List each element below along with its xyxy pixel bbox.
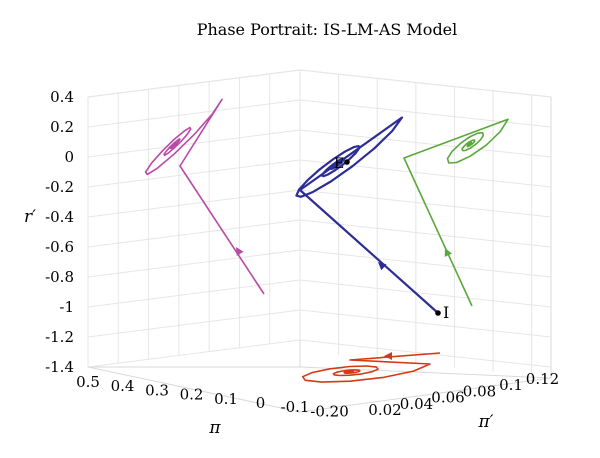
trajectory-3d: [295, 116, 439, 314]
z-axis-label: r′: [24, 207, 36, 227]
trajectory-projection-pi-r: [144, 98, 265, 295]
y-tick-label: 0.12: [526, 370, 559, 388]
z-gridline-left: [87, 249, 301, 278]
grid-layer: [87, 69, 552, 413]
x-tick-label: 0.5: [76, 373, 100, 391]
x-tick-label: -0.20: [310, 402, 348, 420]
z-tick-label: 0.4: [50, 88, 74, 106]
x-tick-label: 0.4: [111, 377, 135, 395]
x-tick-label: 0.2: [180, 386, 204, 404]
z-gridline-left: [87, 99, 301, 128]
trajectory-projection-pi-dpi: [301, 352, 441, 383]
z-gridline-left: [87, 219, 301, 248]
direction-arrow-magenta: [236, 247, 244, 256]
z-gridline-left: [87, 309, 301, 338]
z-tick-label: 0: [64, 148, 74, 166]
equilibrium-point-label: E: [334, 156, 344, 172]
z-tick-label: -0.6: [45, 238, 74, 256]
z-tick-label: 0.2: [50, 118, 74, 136]
z-tick-label: -0.2: [45, 178, 74, 196]
z-gridline-left: [87, 189, 301, 218]
z-gridline-left: [87, 159, 301, 188]
y-axis-label: π′: [477, 412, 493, 432]
tick-labels: 0.4 0.2 0 -0.2 -0.4 -0.6 -0.8 -1 -1.2 -1.40.5 0.4 0…: [45, 88, 559, 420]
z-gridline-right: [299, 219, 552, 248]
z-gridline-right: [299, 279, 552, 308]
chart-title: Phase Portrait: IS-LM-AS Model: [197, 20, 458, 39]
z-gridline-right: [299, 249, 552, 278]
x-tick-label: -0.1: [281, 398, 310, 416]
y-tick-label: 0.1: [499, 376, 523, 394]
plot-frame: [87, 69, 552, 379]
initial-point-label: I: [443, 303, 449, 322]
z-tick-label: -1.4: [45, 358, 74, 376]
x-tick-label: 0.3: [145, 381, 169, 399]
x-tick-label: 0.1: [214, 390, 238, 408]
z-tick-label: -1: [59, 298, 74, 316]
z-gridline-left: [87, 279, 301, 308]
floor-front-edge: [87, 366, 552, 413]
trajectory-projection-dpi-r: [403, 118, 509, 307]
z-tick-label: -0.8: [45, 268, 74, 286]
z-gridline-left: [87, 69, 301, 98]
y-tick-label: 0.04: [400, 395, 433, 413]
z-gridline-right: [299, 99, 552, 128]
direction-arrow-blue: [378, 262, 387, 271]
equilibrium-point-marker: [344, 159, 350, 165]
z-gridline-right: [299, 309, 552, 338]
initial-point-marker: [435, 310, 441, 316]
z-tick-label: -0.4: [45, 208, 74, 226]
z-gridline-left: [87, 339, 301, 368]
z-gridline-right: [299, 69, 552, 98]
z-gridline-right: [299, 129, 552, 158]
y-tick-label: 0.02: [368, 401, 401, 419]
y-tick-label: 0.06: [431, 389, 464, 407]
x-tick-label: 0: [256, 394, 266, 412]
y-tick-label: 0.08: [463, 382, 496, 400]
x-axis-label: π: [208, 418, 221, 438]
z-tick-label: -1.2: [45, 328, 74, 346]
direction-arrow-green: [444, 248, 452, 257]
trajectory-layer: IE: [144, 98, 509, 383]
direction-arrow-red: [384, 352, 392, 360]
